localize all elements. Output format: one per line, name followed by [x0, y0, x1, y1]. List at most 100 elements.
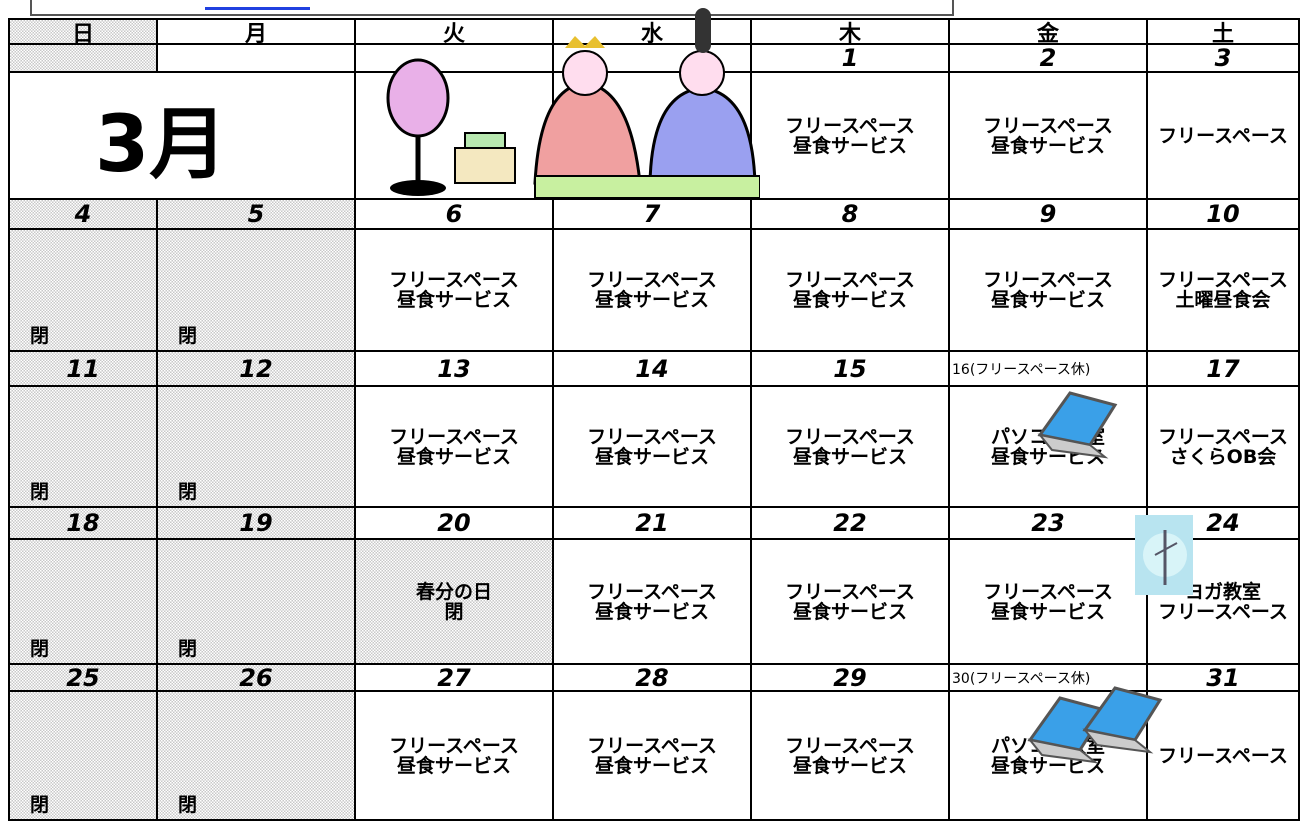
date-cell [8, 45, 158, 73]
weekday-header: 水 [554, 18, 752, 47]
yoga-picture [1135, 515, 1193, 595]
event-cell: 閉 [158, 230, 356, 352]
event-line: 昼食サービス [990, 134, 1105, 157]
event-line: フリースペース [1158, 600, 1288, 623]
laptop-icon [1082, 686, 1163, 754]
event-cell: フリースペース 昼食サービス [554, 387, 752, 508]
event-cell: フリースペース 昼食サービス [950, 230, 1148, 352]
link-underline [205, 7, 310, 10]
weekday-header: 金 [950, 18, 1148, 47]
date-cell: 10 [1148, 200, 1300, 230]
event-line: 昼食サービス [594, 289, 709, 311]
weekday-header: 土 [1148, 18, 1300, 47]
event-line: フリースペース [587, 425, 717, 448]
event-cell: フリースペース 昼食サービス [752, 387, 950, 508]
date-cell: 7 [554, 200, 752, 230]
event-line: 閉 [178, 481, 198, 503]
date-cell [356, 45, 554, 73]
event-line: フリースペース [389, 269, 519, 291]
event-cell: 閉 [8, 692, 158, 821]
event-cell: フリースペース 昼食サービス [554, 230, 752, 352]
event-line: フリースペース [1158, 744, 1288, 767]
event-line: 昼食サービス [792, 445, 907, 468]
event-line: 閉 [178, 325, 198, 347]
date-cell: 18 [8, 508, 158, 540]
event-cell: 閉 [8, 387, 158, 508]
event-line: 昼食サービス [792, 134, 907, 157]
laptop-icon [1037, 391, 1118, 459]
event-line: フリースペース [587, 580, 717, 603]
event-cell: フリースペース 昼食サービス [752, 540, 950, 665]
event-line: フリースペース [785, 580, 915, 603]
date-cell: 3 [1148, 44, 1300, 73]
event-cell: 閉 [158, 387, 356, 508]
date-cell: 17 [1148, 352, 1300, 387]
event-line: フリースペース [785, 734, 915, 757]
month-label: 3月 [95, 100, 228, 190]
hina-dolls [386, 8, 760, 199]
date-cell: 31 [1148, 664, 1300, 692]
date-cell: 16(フリースペース休) [950, 352, 1148, 387]
event-line: 昼食サービス [396, 754, 511, 777]
event-cell: 閉 [8, 540, 158, 665]
event-line: フリースペース [389, 425, 519, 448]
date-cell [158, 45, 356, 73]
event-cell: フリースペース 昼食サービス [554, 540, 752, 665]
date-cell: 19 [158, 508, 356, 540]
date-cell: 4 [8, 200, 158, 230]
date-cell: 29 [752, 664, 950, 692]
event-cell: フリースペース 土曜昼食会 [1148, 230, 1300, 352]
event-line: フリースペース [587, 734, 717, 757]
event-line: フリースペース [785, 425, 915, 448]
date-cell: 13 [356, 352, 554, 387]
event-cell [158, 73, 356, 200]
date-cell: 12 [158, 352, 356, 387]
event-cell: 閉 [158, 540, 356, 665]
date-cell: 1 [752, 44, 950, 73]
date-cell: 23 [950, 508, 1148, 540]
event-line: 昼食サービス [396, 445, 511, 468]
event-cell: フリースペース [1148, 73, 1300, 200]
event-cell: フリースペース 昼食サービス [356, 230, 554, 352]
event-line: 昼食サービス [594, 754, 709, 777]
event-line: フリースペース [983, 114, 1113, 137]
event-line: 閉 [444, 600, 464, 623]
event-cell: 閉 [158, 692, 356, 821]
event-line: 土曜昼食会 [1175, 289, 1271, 311]
event-cell: フリースペース 昼食サービス [752, 692, 950, 821]
event-line: 閉 [30, 638, 50, 660]
event-cell [8, 73, 158, 200]
event-line: 昼食サービス [792, 754, 907, 777]
event-cell: ヨガ教室 フリースペース [1148, 540, 1300, 665]
event-line: 昼食サービス [792, 600, 907, 623]
event-line: 閉 [30, 794, 50, 816]
date-cell: 20 [356, 508, 554, 540]
event-line: 昼食サービス [792, 289, 907, 311]
event-line: 昼食サービス [990, 600, 1105, 623]
event-line: フリースペース [389, 734, 519, 757]
top-frame [30, 0, 954, 16]
weekday-header: 月 [158, 18, 356, 47]
date-cell: 14 [554, 352, 752, 387]
event-line: フリースペース [983, 269, 1113, 291]
date-cell: 2 [950, 44, 1148, 73]
event-line: フリースペース [587, 269, 717, 291]
event-line: 昼食サービス [594, 445, 709, 468]
event-line: ヨガ教室 [1184, 580, 1261, 603]
event-cell: フリースペース 昼食サービス [356, 387, 554, 508]
date-cell: 9 [950, 200, 1148, 230]
event-cell: フリースペース 昼食サービス [554, 692, 752, 821]
date-cell: 5 [158, 200, 356, 230]
event-cell: フリースペース 昼食サービス [752, 230, 950, 352]
event-line: 閉 [30, 325, 50, 347]
event-cell: 春分の日閉 [356, 540, 554, 665]
event-cell: フリースペース [1148, 692, 1300, 821]
event-line: フリースペース [785, 269, 915, 291]
weekday-header: 火 [356, 18, 554, 47]
date-cell: 8 [752, 200, 950, 230]
event-cell: 閉 [8, 230, 158, 352]
event-cell: フリースペース 昼食サービス [950, 73, 1148, 200]
event-line: 閉 [30, 481, 50, 503]
date-cell: 21 [554, 508, 752, 540]
